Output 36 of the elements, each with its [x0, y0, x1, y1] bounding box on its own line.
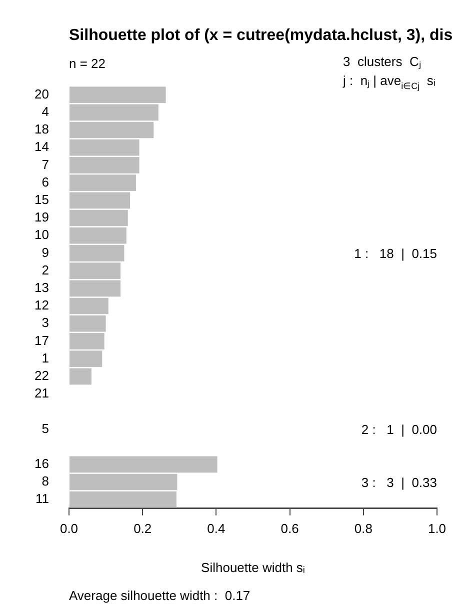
y-tick-label: 17	[34, 332, 49, 348]
x-axis-title: Silhouette width sᵢ	[201, 560, 305, 575]
text: 3 clusters Cⱼ	[343, 54, 421, 70]
y-tick-label: 20	[34, 86, 49, 102]
x-tick-label: 0.2	[134, 520, 152, 536]
x-tick-label: 0.8	[354, 520, 372, 536]
y-tick-label: 15	[34, 192, 49, 207]
annotation: 2 : 1 | 0.00	[361, 422, 438, 438]
x-tick-label: 1.0	[428, 520, 446, 536]
text: n = 22	[69, 56, 106, 71]
x-tick-label: 0.0	[60, 520, 78, 536]
y-tick-label: 4	[42, 104, 49, 119]
y-tick-label: 8	[42, 474, 49, 489]
y-tick-label: 14	[34, 139, 49, 154]
y-tick-label: 5	[42, 420, 49, 436]
y-tick-label: 12	[34, 298, 49, 313]
y-tick-label: 16	[34, 456, 49, 471]
y-tick-label: 2	[42, 262, 49, 278]
y-tick-label: 19	[34, 210, 49, 225]
y-tick-label: 7	[42, 156, 49, 172]
y-tick-label: 11	[36, 491, 49, 506]
y-tick-label: 3	[42, 315, 49, 330]
y-tick-label: 10	[34, 227, 49, 242]
chart-title: Silhouette plot of (x = cutree(mydata.hclust, 3), dis	[69, 27, 453, 44]
annotation: 1 : 18 | 0.15	[354, 246, 437, 262]
x-tick-label: 0.6	[280, 520, 299, 536]
y-tick-label: 22	[34, 368, 49, 383]
y-tick-label: 13	[34, 280, 49, 295]
y-tick-label: 9	[42, 244, 49, 260]
y-tick-label: 18	[34, 122, 49, 137]
y-tick-label: 1	[42, 350, 49, 366]
x-tick-label: 0.4	[207, 520, 226, 536]
text: Average silhouette width : 0.17	[69, 588, 250, 603]
y-tick-label: 21	[34, 386, 49, 401]
y-tick-label: 6	[42, 174, 49, 190]
annotation: 3 : 3 | 0.33	[361, 475, 438, 490]
